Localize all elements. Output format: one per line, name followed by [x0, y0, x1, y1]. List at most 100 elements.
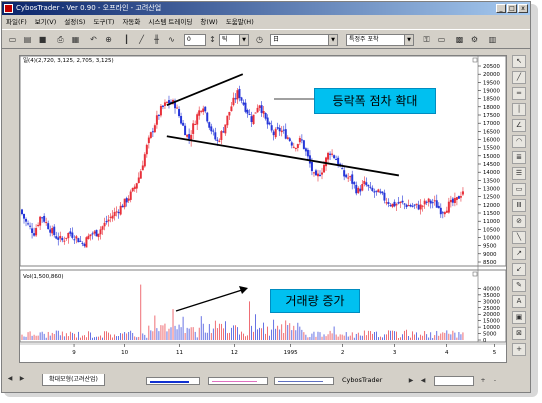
- candle-body: [391, 203, 394, 207]
- spin-icon[interactable]: ↕: [208, 33, 217, 46]
- menu-window[interactable]: 창(W): [200, 18, 218, 26]
- menu-file[interactable]: 파일(F): [6, 18, 27, 26]
- candle-body: [204, 106, 207, 112]
- candle-body: [167, 100, 170, 104]
- open-icon[interactable]: ▤: [21, 33, 34, 46]
- candle-body: [260, 105, 263, 113]
- candle-body: [45, 222, 48, 224]
- volume-tick-label: 30000: [483, 299, 500, 305]
- candle-body: [192, 123, 195, 134]
- zoom-in-icon[interactable]: +: [478, 376, 488, 386]
- menu-settings[interactable]: 설정(S): [64, 18, 86, 26]
- bar-icon[interactable]: ╫: [150, 33, 163, 46]
- screen-select[interactable]: 특정주 포착 ▼: [346, 34, 414, 46]
- text-icon[interactable]: A: [512, 295, 526, 308]
- status-scroll-input[interactable]: [434, 376, 474, 386]
- menu-tools[interactable]: 도구(T): [93, 18, 115, 26]
- trendline[interactable]: [166, 73, 244, 107]
- menu-view[interactable]: 보기(V): [34, 18, 57, 26]
- zoom-out-icon[interactable]: -: [490, 376, 500, 386]
- candle-body: [333, 155, 336, 159]
- candle-body: [226, 115, 229, 126]
- parallel-line-icon[interactable]: ═: [512, 87, 526, 100]
- line-style-navy[interactable]: [274, 377, 334, 385]
- image-icon[interactable]: ▣: [512, 311, 526, 324]
- maximize-button[interactable]: □: [507, 4, 517, 13]
- candle-body: [381, 191, 384, 194]
- candle-body: [71, 232, 74, 238]
- candle-body: [115, 211, 118, 213]
- candle-body: [248, 114, 251, 116]
- gann-icon[interactable]: ☰: [512, 167, 526, 180]
- panel-maximize-icon[interactable]: [472, 57, 478, 63]
- period-unit-select[interactable]: 틱 ▼: [219, 34, 249, 46]
- trendline[interactable]: [166, 135, 400, 177]
- new-icon[interactable]: ▭: [6, 33, 19, 46]
- candle-body: [147, 137, 150, 144]
- candle-body: [363, 180, 366, 184]
- undo-icon[interactable]: ↶: [87, 33, 100, 46]
- chart-canvas[interactable]: 20500 20000 19500 19000 18500 18000 17500 17000…: [19, 55, 507, 362]
- candle-body: [129, 191, 132, 200]
- save-icon[interactable]: ■: [36, 33, 49, 46]
- pencil-icon[interactable]: ✎: [512, 279, 526, 292]
- play-icon[interactable]: ▶: [406, 376, 416, 386]
- candle-body: [174, 100, 177, 109]
- price-tick-label: 18000: [483, 105, 500, 111]
- candle-body: [77, 238, 80, 243]
- menu-automation[interactable]: 자동화: [122, 18, 141, 26]
- candle-body: [59, 235, 62, 239]
- rectangle-icon[interactable]: ▭: [512, 183, 526, 196]
- ellipse-icon[interactable]: ⊘: [512, 215, 526, 228]
- close-button[interactable]: x: [518, 4, 528, 13]
- arrow-up-icon[interactable]: ↗: [512, 247, 526, 260]
- print-icon[interactable]: ⎙: [54, 33, 67, 46]
- minimize-button[interactable]: _: [496, 4, 506, 13]
- price-tick-label: 12000: [483, 203, 500, 209]
- settings-icon[interactable]: ⚙: [468, 33, 481, 46]
- tab-chart[interactable]: 확대모형(고려산업): [42, 374, 105, 386]
- layout-icon[interactable]: ▥: [486, 33, 499, 46]
- panel-maximize-icon[interactable]: [472, 271, 478, 277]
- vertical-line-icon[interactable]: │: [512, 103, 526, 116]
- candle-body: [178, 108, 181, 117]
- delete-icon[interactable]: ⊠: [512, 327, 526, 340]
- lock-icon[interactable]: ⚿: [420, 33, 433, 46]
- fibonacci-icon[interactable]: ≣: [512, 151, 526, 164]
- period-icon[interactable]: ◷: [253, 33, 266, 46]
- ruler-icon[interactable]: ▭: [435, 33, 448, 46]
- chart-type-select[interactable]: 日 ▼: [270, 34, 338, 46]
- ray-icon[interactable]: ╲: [512, 231, 526, 244]
- title-bar[interactable]: CybosTrader - Ver 0.90 - 오프라인 - 고려산업 _ □…: [2, 2, 530, 15]
- rewind-icon[interactable]: ◀: [418, 376, 428, 386]
- candle-body: [69, 231, 72, 234]
- volume-arrow: [175, 289, 243, 312]
- arc-icon[interactable]: ◠: [512, 135, 526, 148]
- candle-body: [101, 226, 104, 230]
- menu-system-trading[interactable]: 시스템 트레이딩: [148, 18, 193, 26]
- pointer-icon[interactable]: ↖: [512, 55, 526, 68]
- zoom-icon[interactable]: ⊕: [102, 33, 115, 46]
- tab-next-icon[interactable]: ▶: [17, 374, 27, 384]
- candle-body: [206, 112, 209, 122]
- trendline-icon[interactable]: ╱: [512, 71, 526, 84]
- period-value-input[interactable]: 0: [184, 34, 206, 46]
- line-icon[interactable]: ╱: [135, 33, 148, 46]
- candle-body: [202, 108, 205, 112]
- arrow-down-icon[interactable]: ↙: [512, 263, 526, 276]
- candle-body: [409, 204, 412, 207]
- crosshair-icon[interactable]: +: [512, 343, 526, 356]
- candle-body: [304, 148, 307, 152]
- cycle-icon[interactable]: Ⅲ: [512, 199, 526, 212]
- candle-icon[interactable]: ┃: [120, 33, 133, 46]
- grid-icon[interactable]: ▩: [453, 33, 466, 46]
- line-style-pink[interactable]: [208, 377, 268, 385]
- angle-icon[interactable]: ∠: [512, 119, 526, 132]
- tab-prev-icon[interactable]: ◀: [5, 374, 15, 384]
- candle-body: [153, 125, 156, 133]
- chart-icon[interactable]: ▦: [69, 33, 82, 46]
- line-style-blue[interactable]: [146, 377, 200, 385]
- menu-help[interactable]: 도움말(H): [225, 18, 254, 26]
- indicator-icon[interactable]: ∿: [165, 33, 178, 46]
- candle-body: [161, 105, 164, 107]
